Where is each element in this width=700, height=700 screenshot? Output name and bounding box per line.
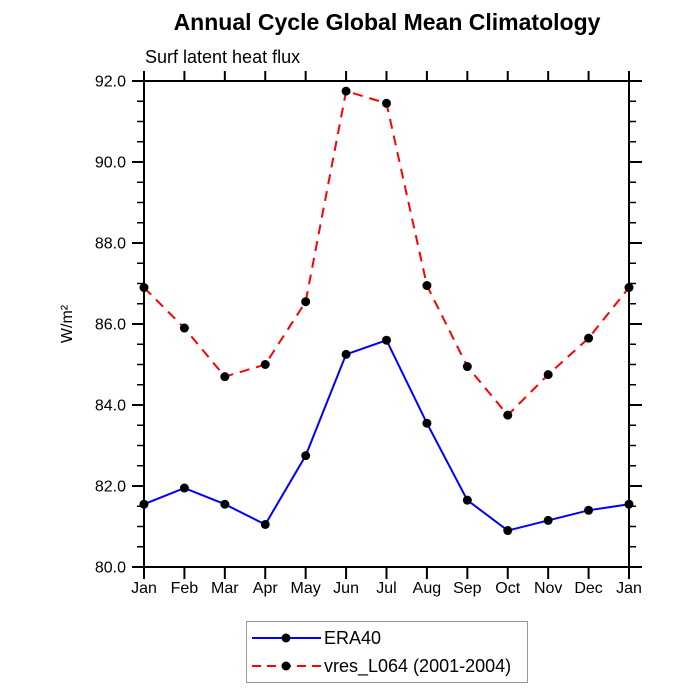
data-point-marker <box>462 495 472 505</box>
data-point-marker <box>503 410 513 420</box>
y-tick-label: 90.0 <box>95 155 126 172</box>
y-tick-label: 80.0 <box>95 560 126 577</box>
legend-sample-marker <box>281 633 291 643</box>
data-point-marker <box>179 483 189 493</box>
plot-frame <box>143 80 630 568</box>
legend-line-sample-vres-l064 <box>252 661 321 671</box>
y-tick-label: 92.0 <box>95 74 126 91</box>
y-tick-label: 88.0 <box>95 236 126 253</box>
data-point-marker <box>341 86 351 96</box>
data-point-marker <box>382 335 391 345</box>
x-tick-label: Feb <box>171 580 199 597</box>
x-tick-label: May <box>291 580 321 597</box>
x-tick-label: Jun <box>333 580 359 597</box>
legend-line-sample-era40 <box>252 633 321 643</box>
data-point-marker <box>382 98 391 108</box>
x-tick-label: Sep <box>453 580 482 597</box>
x-tick-label: Apr <box>253 580 279 597</box>
x-tick-label: Nov <box>534 580 562 597</box>
data-point-marker <box>220 499 230 509</box>
legend-sample-marker <box>281 661 291 671</box>
legend-item-vres-l064: vres_L064 (2001-2004) <box>251 654 527 678</box>
legend-item-era40: ERA40 <box>251 626 527 650</box>
x-tick-label: Dec <box>574 580 602 597</box>
x-tick-label: Jul <box>376 580 396 597</box>
series-line-vres_L064 (2001-2004) <box>143 89 630 417</box>
data-point-marker <box>624 499 634 509</box>
data-point-marker <box>179 323 189 333</box>
data-point-marker <box>543 370 553 380</box>
data-point-marker <box>584 505 594 515</box>
y-tick-label: 82.0 <box>95 479 126 496</box>
x-tick-label: Jan <box>131 580 157 597</box>
legend-label-vres-l064: vres_L064 (2001-2004) <box>324 655 512 676</box>
data-point-marker <box>139 499 149 509</box>
x-tick-label: Oct <box>495 580 520 597</box>
x-tick-label: Jan <box>616 580 642 597</box>
data-point-marker <box>301 451 311 461</box>
plot-area: 80.0 82.0 84.0 86.0 88.0 90.0 92.0 Jan Feb Mar Apr… <box>95 71 642 597</box>
x-tick-label: Mar <box>211 580 239 597</box>
data-point-marker <box>220 372 230 382</box>
data-point-marker <box>341 349 351 359</box>
x-tick-label: Aug <box>413 580 441 597</box>
data-point-marker <box>260 519 270 529</box>
legend-label-era40: ERA40 <box>324 627 382 648</box>
data-point-marker <box>503 526 513 536</box>
series-line-ERA40 <box>143 338 630 532</box>
chart-title: Annual Cycle Global Mean Climatology <box>173 9 601 35</box>
data-point-marker <box>139 283 149 293</box>
data-point-marker <box>422 281 432 291</box>
y-tick-label: 84.0 <box>95 398 126 415</box>
data-point-marker <box>543 515 553 525</box>
data-point-marker <box>584 333 594 343</box>
chart-subtitle: Surf latent heat flux <box>145 47 301 67</box>
data-point-marker <box>422 418 432 428</box>
data-point-marker <box>260 360 270 369</box>
legend-box: ERA40 vres_L064 (2001-2004) <box>246 621 528 683</box>
y-tick-label: 86.0 <box>95 317 126 334</box>
data-point-marker <box>301 297 311 307</box>
data-point-marker <box>462 362 472 372</box>
data-point-marker <box>624 283 634 293</box>
